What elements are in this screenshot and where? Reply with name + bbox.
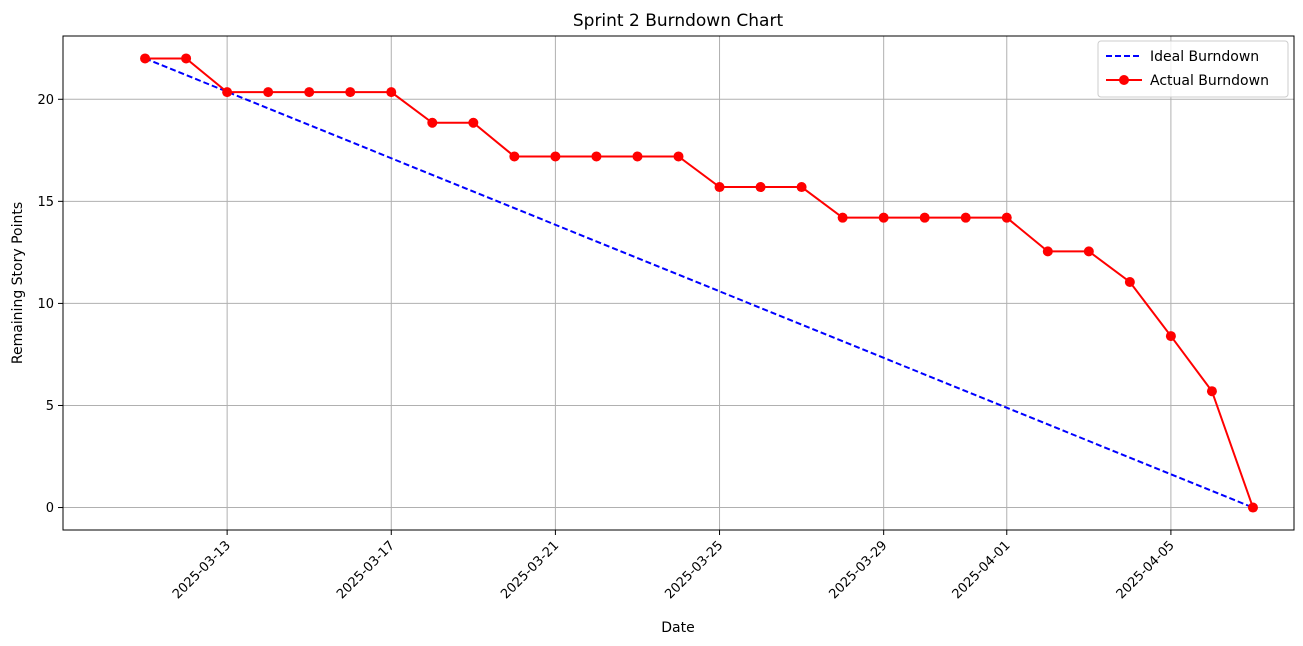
actual-burndown-point xyxy=(1247,502,1258,513)
actual-burndown-point xyxy=(673,151,684,162)
y-axis-label: Remaining Story Points xyxy=(10,202,26,364)
chart-title: Sprint 2 Burndown Chart xyxy=(573,11,784,31)
actual-burndown-point xyxy=(591,151,602,162)
actual-burndown-point xyxy=(1083,246,1094,257)
y-tick-label: 0 xyxy=(46,501,54,516)
y-axis-ticks: 0 5 10 15 20 xyxy=(37,93,63,516)
y-tick-label: 10 xyxy=(37,297,54,312)
actual-burndown-point xyxy=(1206,386,1217,397)
actual-burndown-point xyxy=(632,151,643,162)
x-axis-label: Date xyxy=(661,620,694,636)
actual-burndown-point xyxy=(878,212,889,223)
x-tick-label: 2025-03-29 xyxy=(826,538,890,602)
actual-burndown-point xyxy=(386,87,397,98)
y-tick-label: 20 xyxy=(37,93,54,108)
actual-burndown-point xyxy=(837,212,848,223)
actual-burndown-point xyxy=(1042,246,1053,257)
plot-frame xyxy=(62,35,1295,531)
actual-burndown-line xyxy=(145,57,1254,508)
actual-burndown-point xyxy=(509,151,520,162)
actual-burndown-point xyxy=(755,182,766,193)
actual-burndown-point xyxy=(1165,331,1176,342)
actual-burndown-point xyxy=(345,87,356,98)
y-tick-label: 15 xyxy=(37,195,54,210)
series-layer xyxy=(140,53,1258,513)
x-tick-label: 2025-03-13 xyxy=(170,538,234,602)
actual-burndown-point xyxy=(919,212,930,223)
actual-burndown-point xyxy=(1001,212,1012,223)
legend: Ideal Burndown Actual Burndown xyxy=(1097,40,1289,98)
actual-burndown-point xyxy=(181,53,192,64)
x-tick-label: 2025-04-05 xyxy=(1114,538,1178,602)
x-tick-label: 2025-03-17 xyxy=(334,538,398,602)
actual-burndown-point xyxy=(427,117,438,128)
actual-burndown-point xyxy=(1124,276,1135,287)
grid-layer xyxy=(63,36,1294,530)
x-tick-label: 2025-03-21 xyxy=(498,538,562,602)
legend-ideal-burndown-label: Ideal Burndown xyxy=(1150,49,1259,65)
actual-burndown-point xyxy=(550,151,561,162)
x-tick-label: 2025-04-01 xyxy=(950,538,1014,602)
x-axis-ticks: 2025-03-13 2025-03-17 2025-03-21 2025-03-25… xyxy=(170,530,1178,602)
actual-burndown-point xyxy=(796,182,807,193)
actual-burndown-point xyxy=(960,212,971,223)
legend-actual-burndown-marker xyxy=(1119,75,1129,85)
actual-burndown-point xyxy=(304,87,315,98)
actual-burndown-point xyxy=(468,117,479,128)
legend-actual-burndown-label: Actual Burndown xyxy=(1150,73,1269,89)
actual-burndown-point xyxy=(140,53,151,64)
y-tick-label: 5 xyxy=(46,399,54,414)
actual-burndown-point xyxy=(714,182,725,193)
x-tick-label: 2025-03-25 xyxy=(662,538,726,602)
actual-burndown-point xyxy=(222,87,233,98)
ideal-burndown-line xyxy=(144,57,1254,509)
legend-box xyxy=(1097,40,1289,98)
actual-burndown-point xyxy=(263,87,274,98)
